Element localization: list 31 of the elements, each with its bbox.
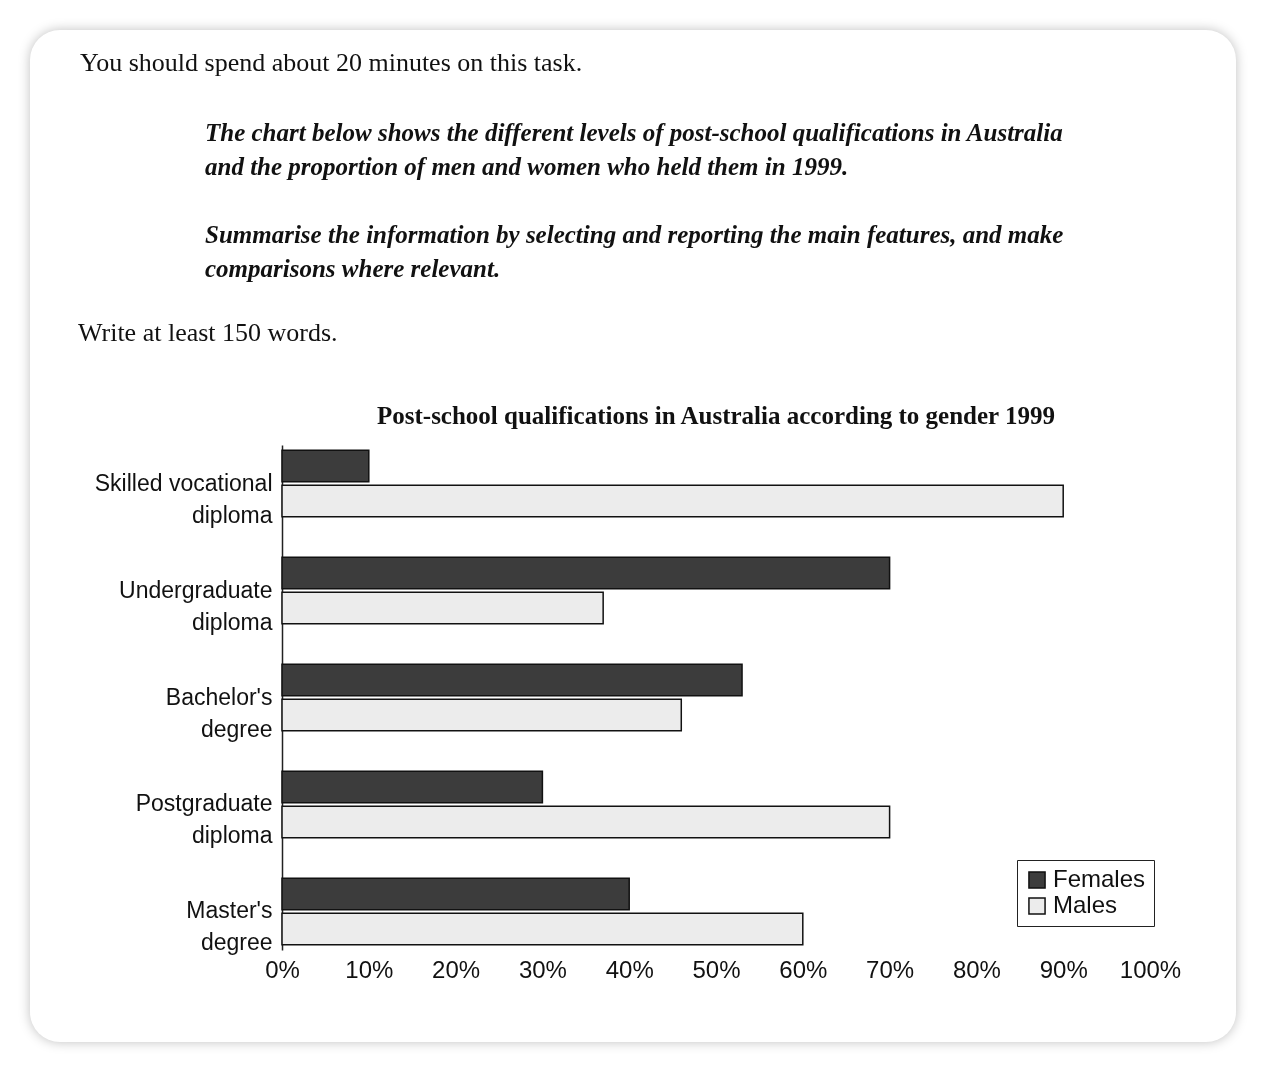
x-tick-label: 90% <box>1039 955 1088 983</box>
y-tick-label: Skilled vocational diploma <box>94 469 273 528</box>
x-tick-label: 70% <box>866 955 915 983</box>
bar <box>281 591 604 625</box>
y-tick-label: Undergraduate diploma <box>119 576 273 635</box>
y-tick-label: Master's degree <box>186 897 273 956</box>
text: Write at least 150 words. <box>78 318 338 348</box>
bar <box>281 877 630 911</box>
y-tick-label: Postgraduate diploma <box>135 790 273 849</box>
x-tick-label: 20% <box>432 955 481 983</box>
bar <box>281 556 891 590</box>
x-tick-label: 40% <box>605 955 654 983</box>
y-tick-label: Bachelor's degree <box>165 683 273 742</box>
x-tick-label: 50% <box>692 955 741 983</box>
legend-label: Males <box>1053 891 1118 918</box>
x-tick-label: 60% <box>779 955 828 983</box>
x-tick-label: 30% <box>518 955 567 983</box>
bar <box>281 484 1064 518</box>
legend-label: Females <box>1053 865 1146 892</box>
x-tick-label: 10% <box>345 955 394 983</box>
bar <box>281 770 544 804</box>
bar <box>281 449 370 483</box>
bar <box>281 805 891 839</box>
chart-title: Post-school qualifications in Australia according to gender 1999 <box>376 402 1056 429</box>
x-tick-label: 100% <box>1119 955 1182 983</box>
x-tick-label: 80% <box>952 955 1001 983</box>
x-tick-label: 0% <box>265 955 300 983</box>
text: The chart below shows the different levels of post-school qualifications in Australia and the proportion of men and women who held them in 1999. <box>205 118 1064 182</box>
bar <box>281 912 804 946</box>
text: You should spend about 20 minutes on this task. <box>80 48 583 78</box>
text: Summarise the information by selecting and reporting the main features, and make comparisons where relevant. <box>205 220 1065 284</box>
